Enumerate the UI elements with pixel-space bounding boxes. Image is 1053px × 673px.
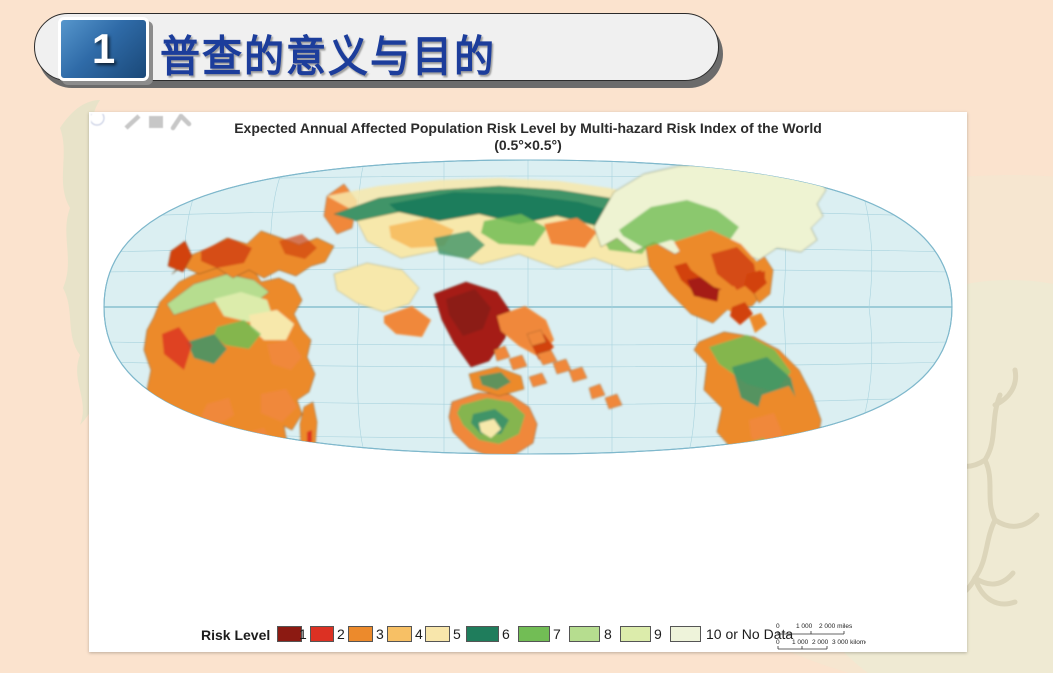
svg-text:3 000 kilometers: 3 000 kilometers (832, 639, 866, 646)
svg-text:0: 0 (776, 623, 780, 630)
svg-text:0: 0 (776, 639, 780, 646)
svg-text:1 000: 1 000 (792, 639, 809, 646)
svg-text:1 000: 1 000 (796, 623, 813, 630)
svg-text:2 000 miles: 2 000 miles (819, 623, 853, 630)
svg-text:2 000: 2 000 (812, 639, 829, 646)
